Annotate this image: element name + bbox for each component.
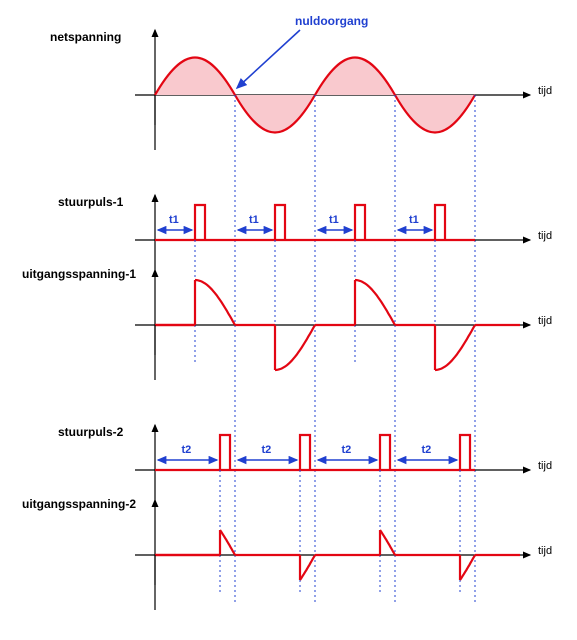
label-uitgang-1: uitgangsspanning-1 <box>22 267 136 281</box>
label-stuurpuls-1: stuurpuls-1 <box>58 195 123 209</box>
xaxis-label-netspanning: tijd <box>538 85 552 97</box>
t-label: t1 <box>329 214 339 226</box>
t-label: t2 <box>422 444 432 456</box>
t-label: t2 <box>262 444 272 456</box>
xaxis-label-uitgang1: tijd <box>538 315 552 327</box>
xaxis-label-stuurpuls1: tijd <box>538 230 552 242</box>
annotation-nuldoorgang: nuldoorgang <box>295 14 368 28</box>
xaxis-label-uitgang2: tijd <box>538 545 552 557</box>
t-label: t2 <box>182 444 192 456</box>
t-label: t2 <box>342 444 352 456</box>
timing-diagram <box>0 0 577 640</box>
label-uitgang-2: uitgangsspanning-2 <box>22 497 136 511</box>
xaxis-label-stuurpuls2: tijd <box>538 460 552 472</box>
label-netspanning: netspanning <box>50 30 121 44</box>
t-label: t1 <box>169 214 179 226</box>
t-label: t1 <box>409 214 419 226</box>
label-stuurpuls-2: stuurpuls-2 <box>58 425 123 439</box>
t-label: t1 <box>249 214 259 226</box>
